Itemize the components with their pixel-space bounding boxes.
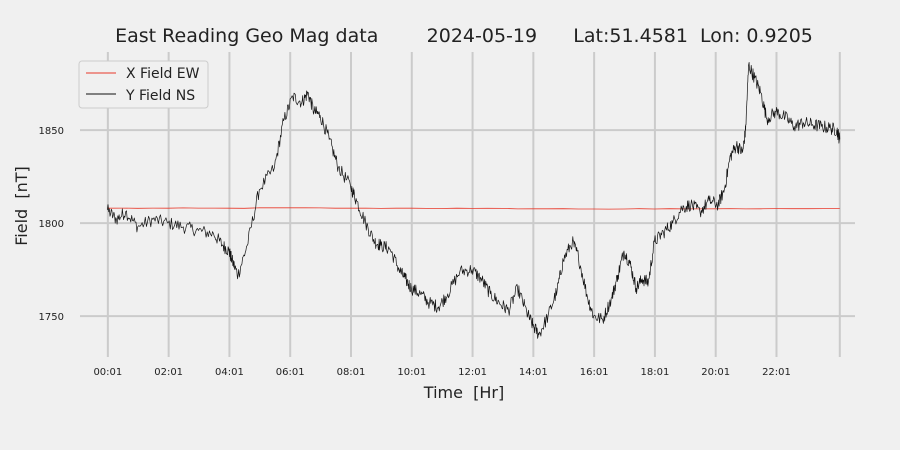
x-tick-label: 22:01 [762,367,791,378]
x-tick-label: 12:01 [458,367,487,378]
x-tick-label: 10:01 [397,367,426,378]
x-tick-label: 08:01 [337,367,366,378]
y-tick-label: 1750 [39,312,64,323]
x-axis-label: Time [Hr] [423,383,504,402]
y-tick-label: 1850 [39,126,64,137]
x-tick-label: 20:01 [701,367,730,378]
plot-area [80,52,855,357]
x-tick-label: 00:01 [93,367,122,378]
x-tick-label: 18:01 [641,367,670,378]
x-tick-label: 14:01 [519,367,548,378]
series-layer [107,62,841,339]
y-tick-label: 1800 [39,219,64,230]
legend-label-y-field: Y Field NS [125,88,195,104]
x-tick-label: 16:01 [580,367,609,378]
legend-label-x-field: X Field EW [126,66,200,82]
chart-title: East Reading Geo Mag data 2024-05-19 Lat… [115,25,813,47]
y-tick-labels: 1750 1800 1850 [39,126,64,323]
x-tick-label: 04:01 [215,367,244,378]
grid [80,52,855,357]
series-line-y-field-ns [107,62,841,339]
x-tick-label: 06:01 [276,367,305,378]
y-axis-label: Field [nT] [12,166,31,246]
legend: X Field EW Y Field NS [78,60,209,109]
series-line-x-field-ew [107,207,840,210]
x-tick-labels: 00:01 02:01 04:01 06:01 08:01 10:01 12:01 14:01… [93,367,790,378]
x-tick-label: 02:01 [154,367,183,378]
